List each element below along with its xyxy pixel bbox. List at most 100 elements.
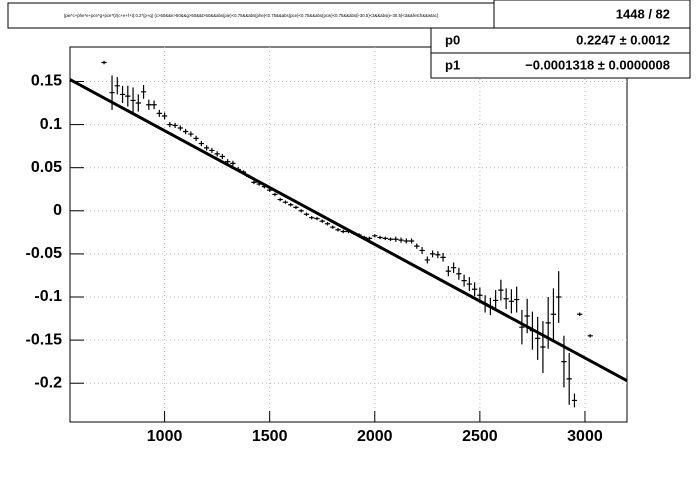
- data-point: [324, 222, 331, 226]
- data-point: [298, 209, 304, 213]
- data-point: [219, 153, 226, 160]
- data-point: [172, 122, 178, 129]
- data-point: [366, 236, 373, 241]
- data-point: [198, 140, 204, 147]
- fit-line: [69, 78, 628, 382]
- y-tick-label: 0: [53, 202, 62, 219]
- data-point: [288, 203, 294, 207]
- chart-title: (pie*c+phe*e+pce*g+pce*t)/(c+e+f+t):0.2*…: [64, 13, 439, 18]
- data-point: [140, 84, 147, 99]
- data-point: [303, 212, 310, 216]
- data-point: [561, 335, 567, 388]
- data-point: [435, 251, 441, 259]
- x-tick-label: 2000: [357, 428, 393, 445]
- data-point: [387, 237, 394, 241]
- x-tick-label: 3000: [567, 428, 603, 445]
- data-point: [545, 297, 551, 349]
- data-point: [382, 236, 388, 241]
- param-name: p0: [445, 32, 460, 47]
- data-point: [440, 253, 446, 262]
- data-point: [282, 200, 289, 204]
- data-point: [498, 279, 504, 301]
- data-point: [251, 180, 257, 185]
- plot-frame: [69, 46, 628, 423]
- data-point: [193, 135, 199, 141]
- data-point: [466, 277, 472, 291]
- data-point: [125, 85, 131, 107]
- data-point: [319, 219, 325, 223]
- y-tick-label: -0.05: [26, 245, 63, 262]
- data-point: [403, 238, 409, 244]
- data-point: [493, 290, 499, 311]
- data-point: [408, 238, 415, 244]
- data-point: [372, 234, 378, 238]
- data-point: [214, 151, 220, 157]
- data-point: [587, 334, 593, 338]
- y-tick-label: -0.15: [26, 331, 63, 348]
- x-tick-label: 1500: [252, 428, 288, 445]
- data-point: [540, 321, 546, 373]
- data-point: [393, 236, 399, 242]
- param-value: −0.0001318 ± 0.0000008: [525, 57, 670, 72]
- data-point: [429, 250, 436, 258]
- data-point: [177, 125, 183, 131]
- y-tick-label: 0.1: [40, 116, 62, 133]
- data-point: [188, 131, 194, 137]
- data-point: [508, 289, 515, 314]
- data-point: [167, 122, 173, 128]
- data-point: [519, 309, 525, 345]
- data-point: [272, 192, 278, 197]
- y-tick-label: 0.05: [31, 159, 62, 176]
- data-point: [414, 243, 420, 249]
- data-point: [419, 247, 425, 254]
- data-point: [182, 128, 189, 135]
- data-point: [503, 288, 509, 310]
- data-point: [314, 216, 320, 221]
- data-point: [450, 262, 457, 273]
- data-point: [556, 271, 562, 323]
- data-point: [277, 197, 283, 202]
- data-point: [156, 109, 162, 117]
- param-value: 0.2247 ± 0.0012: [576, 32, 670, 47]
- data-point: [535, 316, 541, 360]
- data-point: [230, 160, 236, 166]
- data-point: [309, 215, 315, 220]
- data-point: [203, 145, 210, 151]
- data-point: [151, 100, 157, 110]
- data-point: [119, 85, 126, 104]
- y-tick-label: 0.15: [31, 73, 62, 90]
- data-point: [377, 235, 383, 240]
- x-tick-label: 1000: [147, 428, 183, 445]
- data-point: [571, 393, 578, 408]
- data-point: [471, 282, 478, 297]
- data-point: [550, 288, 557, 341]
- title-box: [7, 2, 495, 29]
- data-point: [114, 77, 120, 95]
- y-tick-label: -0.1: [34, 288, 62, 305]
- data-point: [566, 353, 572, 405]
- data-point: [161, 112, 168, 120]
- data-point: [130, 87, 136, 114]
- param-name: p1: [445, 57, 460, 72]
- data-point: [101, 60, 107, 65]
- data-point: [109, 75, 115, 110]
- data-point: [577, 312, 583, 316]
- stats-entries: 1448 / 82: [616, 6, 670, 21]
- data-point: [335, 228, 341, 232]
- data-point: [330, 225, 336, 229]
- x-tick-label: 2500: [462, 428, 498, 445]
- y-tick-label: -0.2: [34, 374, 62, 391]
- data-point: [514, 286, 520, 313]
- data-point: [456, 267, 462, 280]
- data-point: [293, 205, 299, 210]
- data-point: [445, 265, 451, 277]
- data-point: [209, 147, 215, 154]
- data-point: [146, 99, 152, 110]
- data-point: [398, 237, 404, 243]
- stats-header: [493, 0, 691, 29]
- data-point: [461, 274, 467, 287]
- data-point: [340, 229, 346, 234]
- data-point: [135, 94, 141, 112]
